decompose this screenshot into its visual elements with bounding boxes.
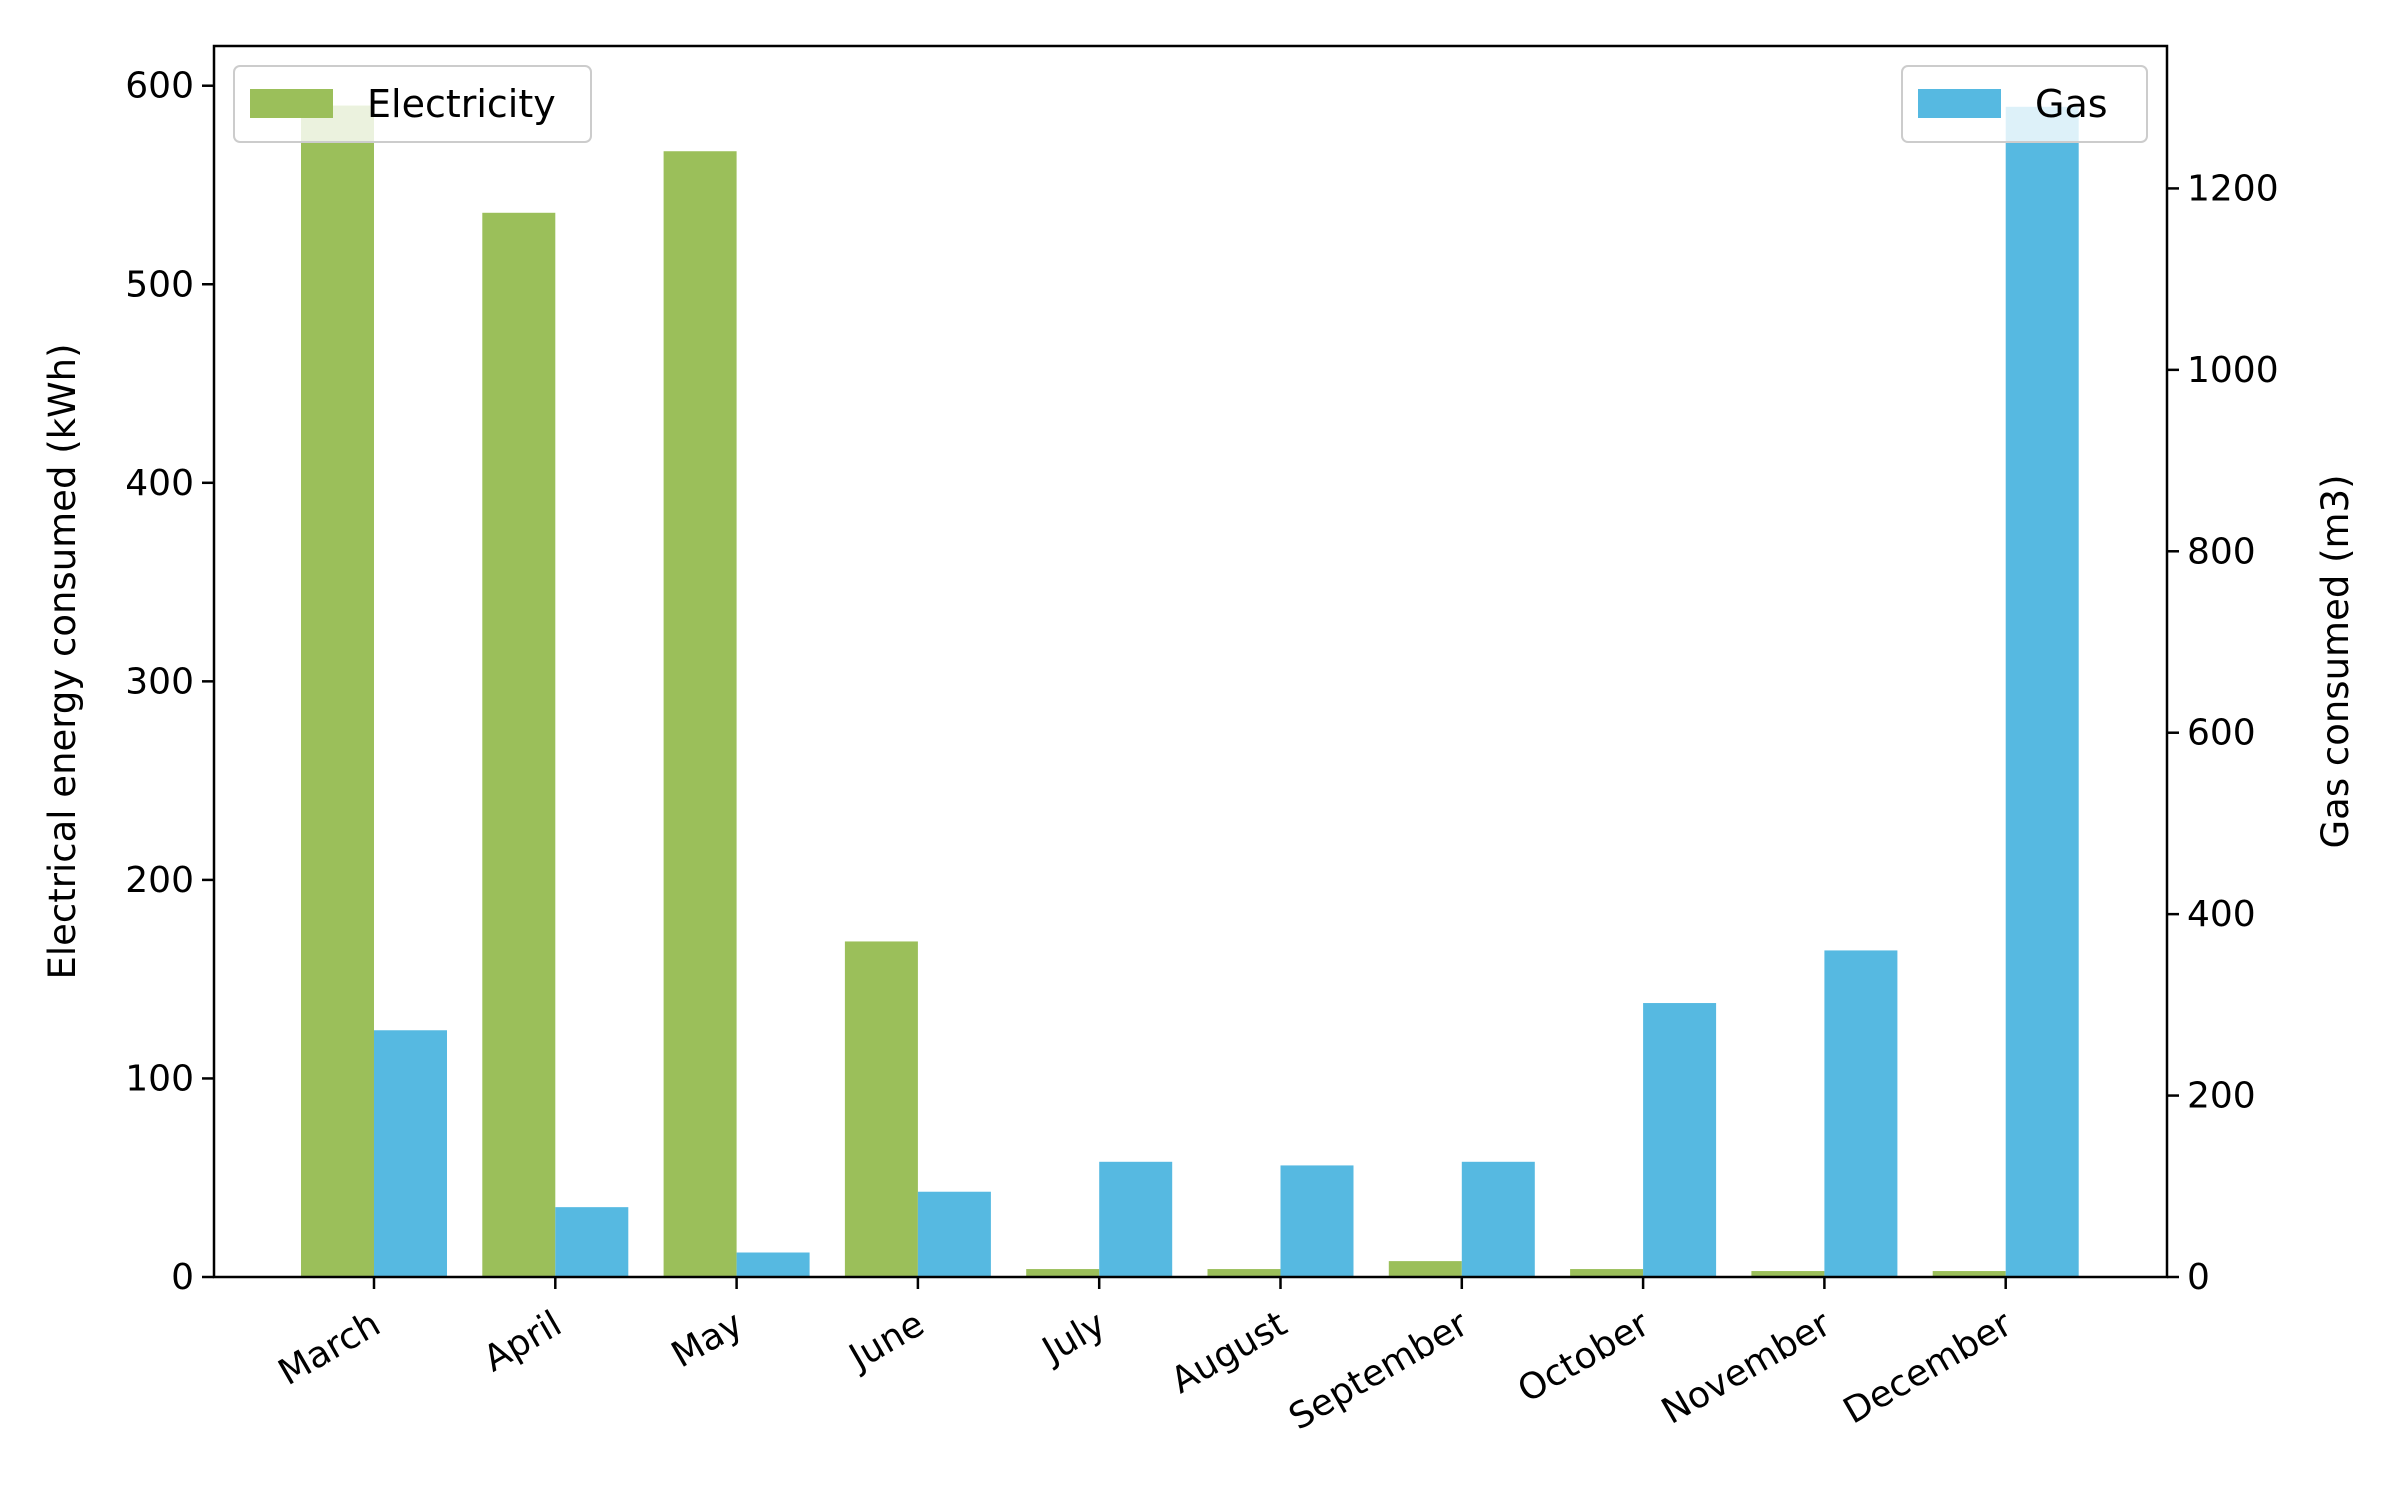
x-tick-label-november: November	[1655, 1303, 1838, 1432]
y-right-tick-label: 200	[2187, 1076, 2256, 1117]
bar-gas-august	[1280, 1165, 1354, 1277]
x-tick-label-june: June	[841, 1303, 931, 1379]
bar-electricity-september	[1388, 1261, 1462, 1277]
bar-gas-september	[1461, 1161, 1535, 1277]
legend-gas-label: Gas	[2035, 82, 2108, 126]
y-right-tick-label: 0	[2187, 1257, 2210, 1298]
legend-electricity-frame	[233, 65, 592, 143]
y-left-tick-label: 400	[125, 463, 194, 504]
bar-electricity-march	[301, 105, 374, 1278]
bar-electricity-july	[1026, 1269, 1100, 1277]
bar-gas-may	[736, 1252, 810, 1277]
bar-gas-july	[1099, 1161, 1173, 1277]
y-left-tick-label: 300	[125, 661, 194, 702]
bar-gas-november	[1824, 950, 1898, 1277]
x-tick-label-april: April	[477, 1303, 569, 1380]
y-left-tick-label: 600	[125, 66, 194, 107]
y-axis-left-title: Electrical energy consumed (kWh)	[41, 343, 84, 979]
bar-electricity-may	[663, 151, 737, 1277]
legend-electricity: Electricity	[233, 65, 592, 143]
y-left-tick-label: 0	[171, 1257, 194, 1298]
bar-electricity-november	[1751, 1271, 1825, 1277]
x-tick-label-october: October	[1511, 1303, 1656, 1411]
bar-gas-april	[555, 1207, 629, 1277]
bar-electricity-april	[482, 212, 556, 1277]
legend-gas-frame	[1901, 65, 2148, 143]
x-tick-label-august: August	[1164, 1303, 1294, 1401]
legend-electricity-swatch	[250, 89, 333, 118]
plot-frame	[212, 44, 2169, 1279]
bar-electricity-june	[844, 941, 918, 1277]
y-left-tick-label: 500	[125, 264, 194, 305]
x-tick-label-september: September	[1282, 1303, 1475, 1438]
bar-electricity-december	[1932, 1271, 2006, 1277]
y-right-tick-label: 1000	[2187, 350, 2279, 391]
y-axis-right-title: Gas consumed (m3)	[2314, 474, 2357, 848]
y-left-tick-label: 200	[125, 860, 194, 901]
bar-gas-december	[2005, 106, 2079, 1277]
bar-gas-october	[1643, 1003, 1717, 1277]
y-left-tick-label: 100	[125, 1058, 194, 1099]
y-right-tick-label: 400	[2187, 894, 2256, 935]
y-right-tick-label: 600	[2187, 713, 2256, 754]
y-right-tick-label: 800	[2187, 531, 2256, 572]
x-tick-label-december: December	[1837, 1303, 2019, 1432]
axes-layer: 0 100 200 300 400 500 600 0 200 400 600 800 1000 1200…	[125, 44, 2279, 1438]
bar-electricity-october	[1570, 1269, 1644, 1277]
bar-gas-june	[917, 1191, 991, 1277]
legend-electricity-label: Electricity	[367, 82, 556, 126]
y-right-tick-label: 1200	[2187, 168, 2279, 209]
bars-layer	[301, 105, 2079, 1278]
x-tick-label-may: May	[665, 1303, 750, 1376]
bar-electricity-august	[1207, 1269, 1281, 1277]
legend-gas-swatch	[1918, 89, 2001, 118]
x-tick-label-july: July	[1034, 1303, 1112, 1372]
bar-gas-march	[374, 1030, 447, 1277]
legend-gas: Gas	[1901, 65, 2148, 143]
x-tick-label-march: March	[272, 1303, 388, 1393]
